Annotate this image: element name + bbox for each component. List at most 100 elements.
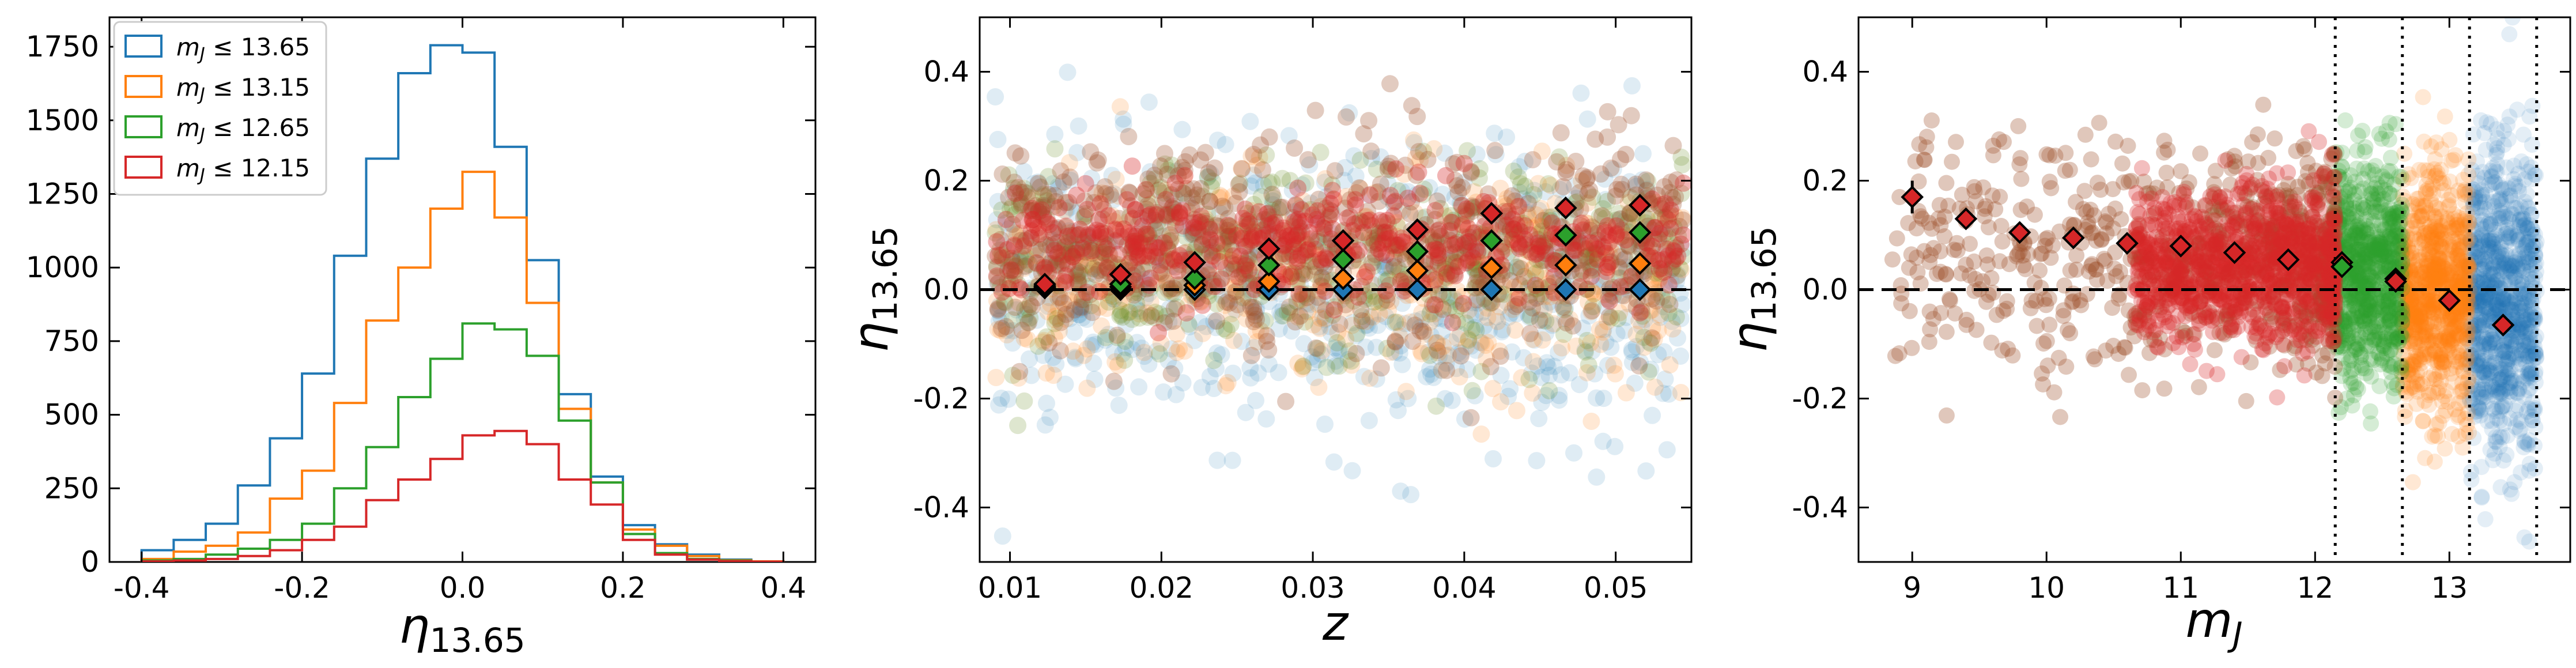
scatter-point (1117, 339, 1135, 356)
scatter-point (1328, 334, 1346, 352)
y-tick-label: 1000 (26, 251, 99, 284)
scatter-point (1493, 323, 1510, 341)
scatter-point (2519, 198, 2536, 215)
scatter-point (1591, 320, 1608, 338)
scatter-point (1357, 207, 1375, 225)
scatter-point (1410, 143, 1427, 161)
scatter-point (2499, 222, 2516, 239)
scatter-point (1082, 242, 1100, 260)
scatter-point (1426, 310, 1444, 327)
scatter-point (1240, 289, 1257, 307)
scatter-point (1254, 222, 1272, 240)
scatter-point (1140, 248, 1158, 266)
scatter-point (1525, 331, 1543, 349)
scatter-point (1406, 134, 1423, 152)
scatter-point (1451, 368, 1468, 386)
scatter-point (1592, 165, 1610, 183)
scatter-point (1659, 225, 1676, 243)
scatter-point (1248, 333, 1266, 350)
scatter-point (2443, 152, 2460, 169)
scatter-point (1310, 378, 1328, 396)
scatter-point (1447, 292, 1465, 310)
scatter-point (1630, 357, 1648, 375)
scatter-point (1177, 228, 1195, 246)
scatter-point (1539, 358, 1557, 376)
scatter-point (1438, 265, 1456, 282)
scatter-point (1070, 306, 1088, 324)
scatter-point (1531, 262, 1549, 280)
scatter-point (1098, 300, 1116, 317)
scatter-point (2509, 101, 2526, 118)
scatter-point (1238, 212, 1256, 230)
scatter-point (1599, 217, 1616, 235)
scatter-point (1469, 198, 1486, 216)
scatter-point (1067, 248, 1085, 266)
scatter-point (1257, 410, 1275, 428)
y-tick-label: -0.2 (913, 382, 969, 416)
scatter-point (1436, 260, 1454, 278)
scatter-point (1293, 360, 1311, 378)
scatter-point (1541, 288, 1559, 305)
scatter-point (1247, 302, 1265, 320)
scatter-point (1521, 324, 1539, 342)
scatter-point (1300, 262, 1318, 280)
scatter-point (1377, 257, 1395, 275)
scatter-point (2416, 133, 2433, 150)
scatter-point (2514, 239, 2531, 256)
scatter-point (1427, 334, 1445, 352)
scatter-point (989, 320, 1007, 338)
scatter-point (1316, 310, 1334, 327)
scatter-point (1537, 387, 1555, 405)
scatter-point (2427, 343, 2444, 360)
scatter-point (1411, 319, 1429, 336)
scatter-point (1019, 300, 1037, 318)
scatter-point (1233, 333, 1251, 350)
scatter-point (1621, 173, 1638, 191)
scatter-point (1119, 304, 1137, 322)
scatter-point (1505, 278, 1523, 296)
scatter-point (1240, 251, 1258, 269)
scatter-point (1208, 295, 1226, 313)
scatter-point (1573, 214, 1591, 232)
scatter-point (1533, 222, 1551, 240)
scatter-point (1655, 298, 1672, 316)
scatter-point (1585, 250, 1603, 268)
scatter-point (1205, 352, 1223, 369)
scatter-point (1278, 303, 1296, 321)
scatter-point (1497, 239, 1514, 257)
scatter-point (1294, 191, 1312, 209)
scatter-point (1096, 178, 1114, 196)
scatter-point (1630, 238, 1648, 256)
scatter-point (1599, 312, 1616, 330)
scatter-point (1656, 370, 1674, 388)
scatter-point (2482, 441, 2499, 458)
scatter-point (1224, 364, 1242, 382)
scatter-point (1443, 391, 1461, 409)
scatter-point (1106, 232, 1124, 250)
scatter-point (1641, 240, 1659, 258)
scatter-point (1545, 357, 1563, 375)
scatter-point (1640, 333, 1658, 351)
scatter-point (1586, 259, 1604, 277)
scatter-point (1162, 258, 1180, 275)
scatter-point (1297, 302, 1314, 320)
scatter-point (1255, 176, 1272, 194)
scatter-point (1030, 175, 1047, 193)
scatter-point (1222, 305, 1240, 323)
scatter-point (1127, 260, 1145, 278)
scatter-point (1672, 261, 1690, 278)
scatter-point (1187, 222, 1205, 240)
scatter-point (1535, 301, 1553, 319)
scatter-point (1253, 312, 1271, 330)
scatter-point (1208, 344, 1226, 362)
scatter-point (1004, 334, 1022, 352)
scatter-point (1240, 233, 1258, 250)
scatter-point (1353, 312, 1371, 330)
scatter-point (1163, 213, 1181, 231)
scatter-point (1188, 239, 1206, 256)
scatter-point (1467, 322, 1485, 339)
scatter-point (1343, 316, 1361, 334)
scatter-point (1257, 146, 1275, 164)
scatter-point (1557, 299, 1574, 317)
scatter-point (1044, 175, 1062, 193)
